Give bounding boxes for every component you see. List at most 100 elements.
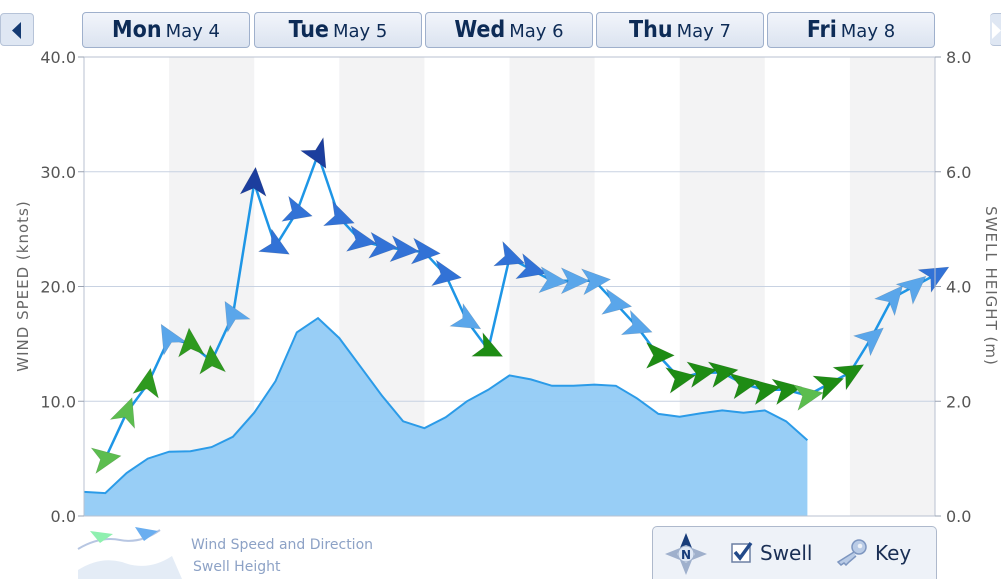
wind-arrow-shape	[812, 375, 845, 402]
wind-arrow	[664, 367, 697, 394]
compass-letter: N	[681, 548, 691, 562]
wind-arrow	[239, 166, 267, 197]
wind-arrow	[645, 341, 675, 369]
day-tab-tue[interactable]: Tue May 5	[254, 12, 422, 48]
day-date: May 6	[509, 21, 564, 42]
wind-arrow-shape	[560, 267, 590, 295]
wind-arrow-shape	[239, 166, 267, 197]
day-date: May 4	[165, 21, 220, 42]
wind-arrow-shape	[620, 309, 653, 336]
wind-arrow	[852, 327, 884, 357]
wind-arrow	[299, 136, 327, 169]
wind-arrow	[917, 266, 950, 294]
wind-arrow-shape	[601, 288, 633, 315]
wind-arrow	[160, 323, 188, 356]
wind-arrow	[389, 235, 420, 263]
wind-arrow-shape	[449, 302, 482, 330]
day-name: Mon	[112, 17, 162, 43]
wind-arrow-shape	[430, 259, 463, 287]
right-tick-label: 8.0	[946, 48, 971, 67]
wind-arrow	[471, 332, 504, 357]
wind-arrow-shape	[368, 231, 399, 259]
wind-arrow	[620, 309, 653, 336]
wind-arrow-shape	[792, 384, 824, 412]
key-button-label[interactable]: Key	[875, 541, 912, 565]
right-axis-label: SWELL HEIGHT (m)	[982, 206, 1000, 366]
wind-arrow-shape	[917, 266, 950, 294]
wind-arrow	[224, 300, 251, 333]
wind-arrow-shape	[345, 225, 377, 252]
chart-controls: N Swell Key	[652, 526, 937, 579]
wind-arrow	[601, 288, 633, 315]
left-axis-ticks: 0.0 10.0 20.0 30.0 40.0	[40, 48, 84, 526]
wind-arrow-shape	[686, 361, 718, 389]
wind-arrow-shape	[132, 367, 159, 399]
day-name: Wed	[454, 17, 506, 43]
legend-swell-label: Swell Height	[193, 559, 281, 575]
day-name: Tue	[288, 17, 329, 43]
day-tab-thu[interactable]: Thu May 7	[596, 12, 764, 48]
day-tab-mon[interactable]: Mon May 4	[82, 12, 250, 48]
swell-area	[84, 318, 808, 516]
left-arrow-icon	[12, 22, 21, 39]
wind-arrow-shape	[471, 332, 504, 357]
wind-arrow	[538, 266, 569, 294]
swell-checkbox[interactable]	[730, 540, 754, 564]
day-date: May 7	[676, 21, 731, 42]
wind-arrow-shape	[281, 195, 313, 222]
wind-arrow-shape	[160, 323, 188, 356]
wind-arrow	[580, 268, 612, 296]
wind-arrow	[686, 361, 718, 389]
wind-arrow	[178, 327, 205, 358]
legend-wind-label: Wind Speed and Direction	[191, 537, 373, 553]
right-tick-label: 6.0	[946, 163, 971, 182]
left-axis-label: WIND SPEED (knots)	[14, 200, 32, 371]
wind-arrow	[199, 344, 227, 375]
left-tick-label: 30.0	[40, 163, 76, 182]
wind-arrow-shape	[664, 367, 697, 394]
left-tick-label: 10.0	[40, 392, 76, 411]
wind-arrow-shape	[410, 237, 441, 265]
next-day-button[interactable]	[990, 13, 1001, 46]
day-tab-wed[interactable]: Wed May 6	[425, 12, 593, 48]
wind-arrow-shape	[322, 200, 355, 227]
wind-arrow	[750, 378, 782, 406]
compass-icon[interactable]: N	[661, 529, 711, 579]
swell-line	[83, 316, 809, 495]
wind-arrow-shape	[515, 252, 547, 280]
wind-arrow-shape	[538, 266, 569, 294]
wind-arrow	[345, 225, 377, 252]
wind-arrow-shape	[257, 228, 290, 255]
wind-arrow	[873, 285, 904, 317]
wind-arrow	[322, 200, 355, 227]
check-icon	[733, 541, 753, 561]
wind-arrow-shape	[90, 447, 122, 475]
wind-arrow-shape	[895, 275, 927, 305]
day-name: Fri	[806, 17, 837, 43]
legend-swell-icon	[78, 556, 182, 579]
swell-toggle-label[interactable]: Swell	[760, 541, 813, 565]
wind-arrow	[515, 252, 547, 280]
wind-arrow	[430, 259, 463, 287]
right-tick-label: 0.0	[946, 507, 971, 526]
wind-arrow	[895, 275, 927, 305]
wind-arrow	[132, 367, 159, 399]
legend-wind-icon	[77, 527, 161, 550]
wind-arrow-shape	[224, 300, 251, 333]
prev-day-button[interactable]	[0, 13, 34, 46]
day-date: May 8	[840, 21, 896, 42]
left-tick-label: 20.0	[40, 278, 76, 297]
wind-arrow	[493, 240, 526, 267]
wind-arrows	[90, 136, 950, 475]
left-tick-label: 0.0	[51, 507, 76, 526]
wind-arrow	[368, 231, 399, 259]
wind-arrow	[257, 228, 290, 255]
wind-arrow-shape	[178, 327, 205, 358]
wind-arrow	[812, 375, 845, 402]
day-name: Thu	[629, 17, 673, 43]
key-icon[interactable]	[833, 538, 869, 566]
wind-arrow	[560, 267, 590, 295]
wind-arrow-shape	[645, 341, 675, 369]
day-tab-fri[interactable]: Fri May 8	[767, 12, 935, 48]
